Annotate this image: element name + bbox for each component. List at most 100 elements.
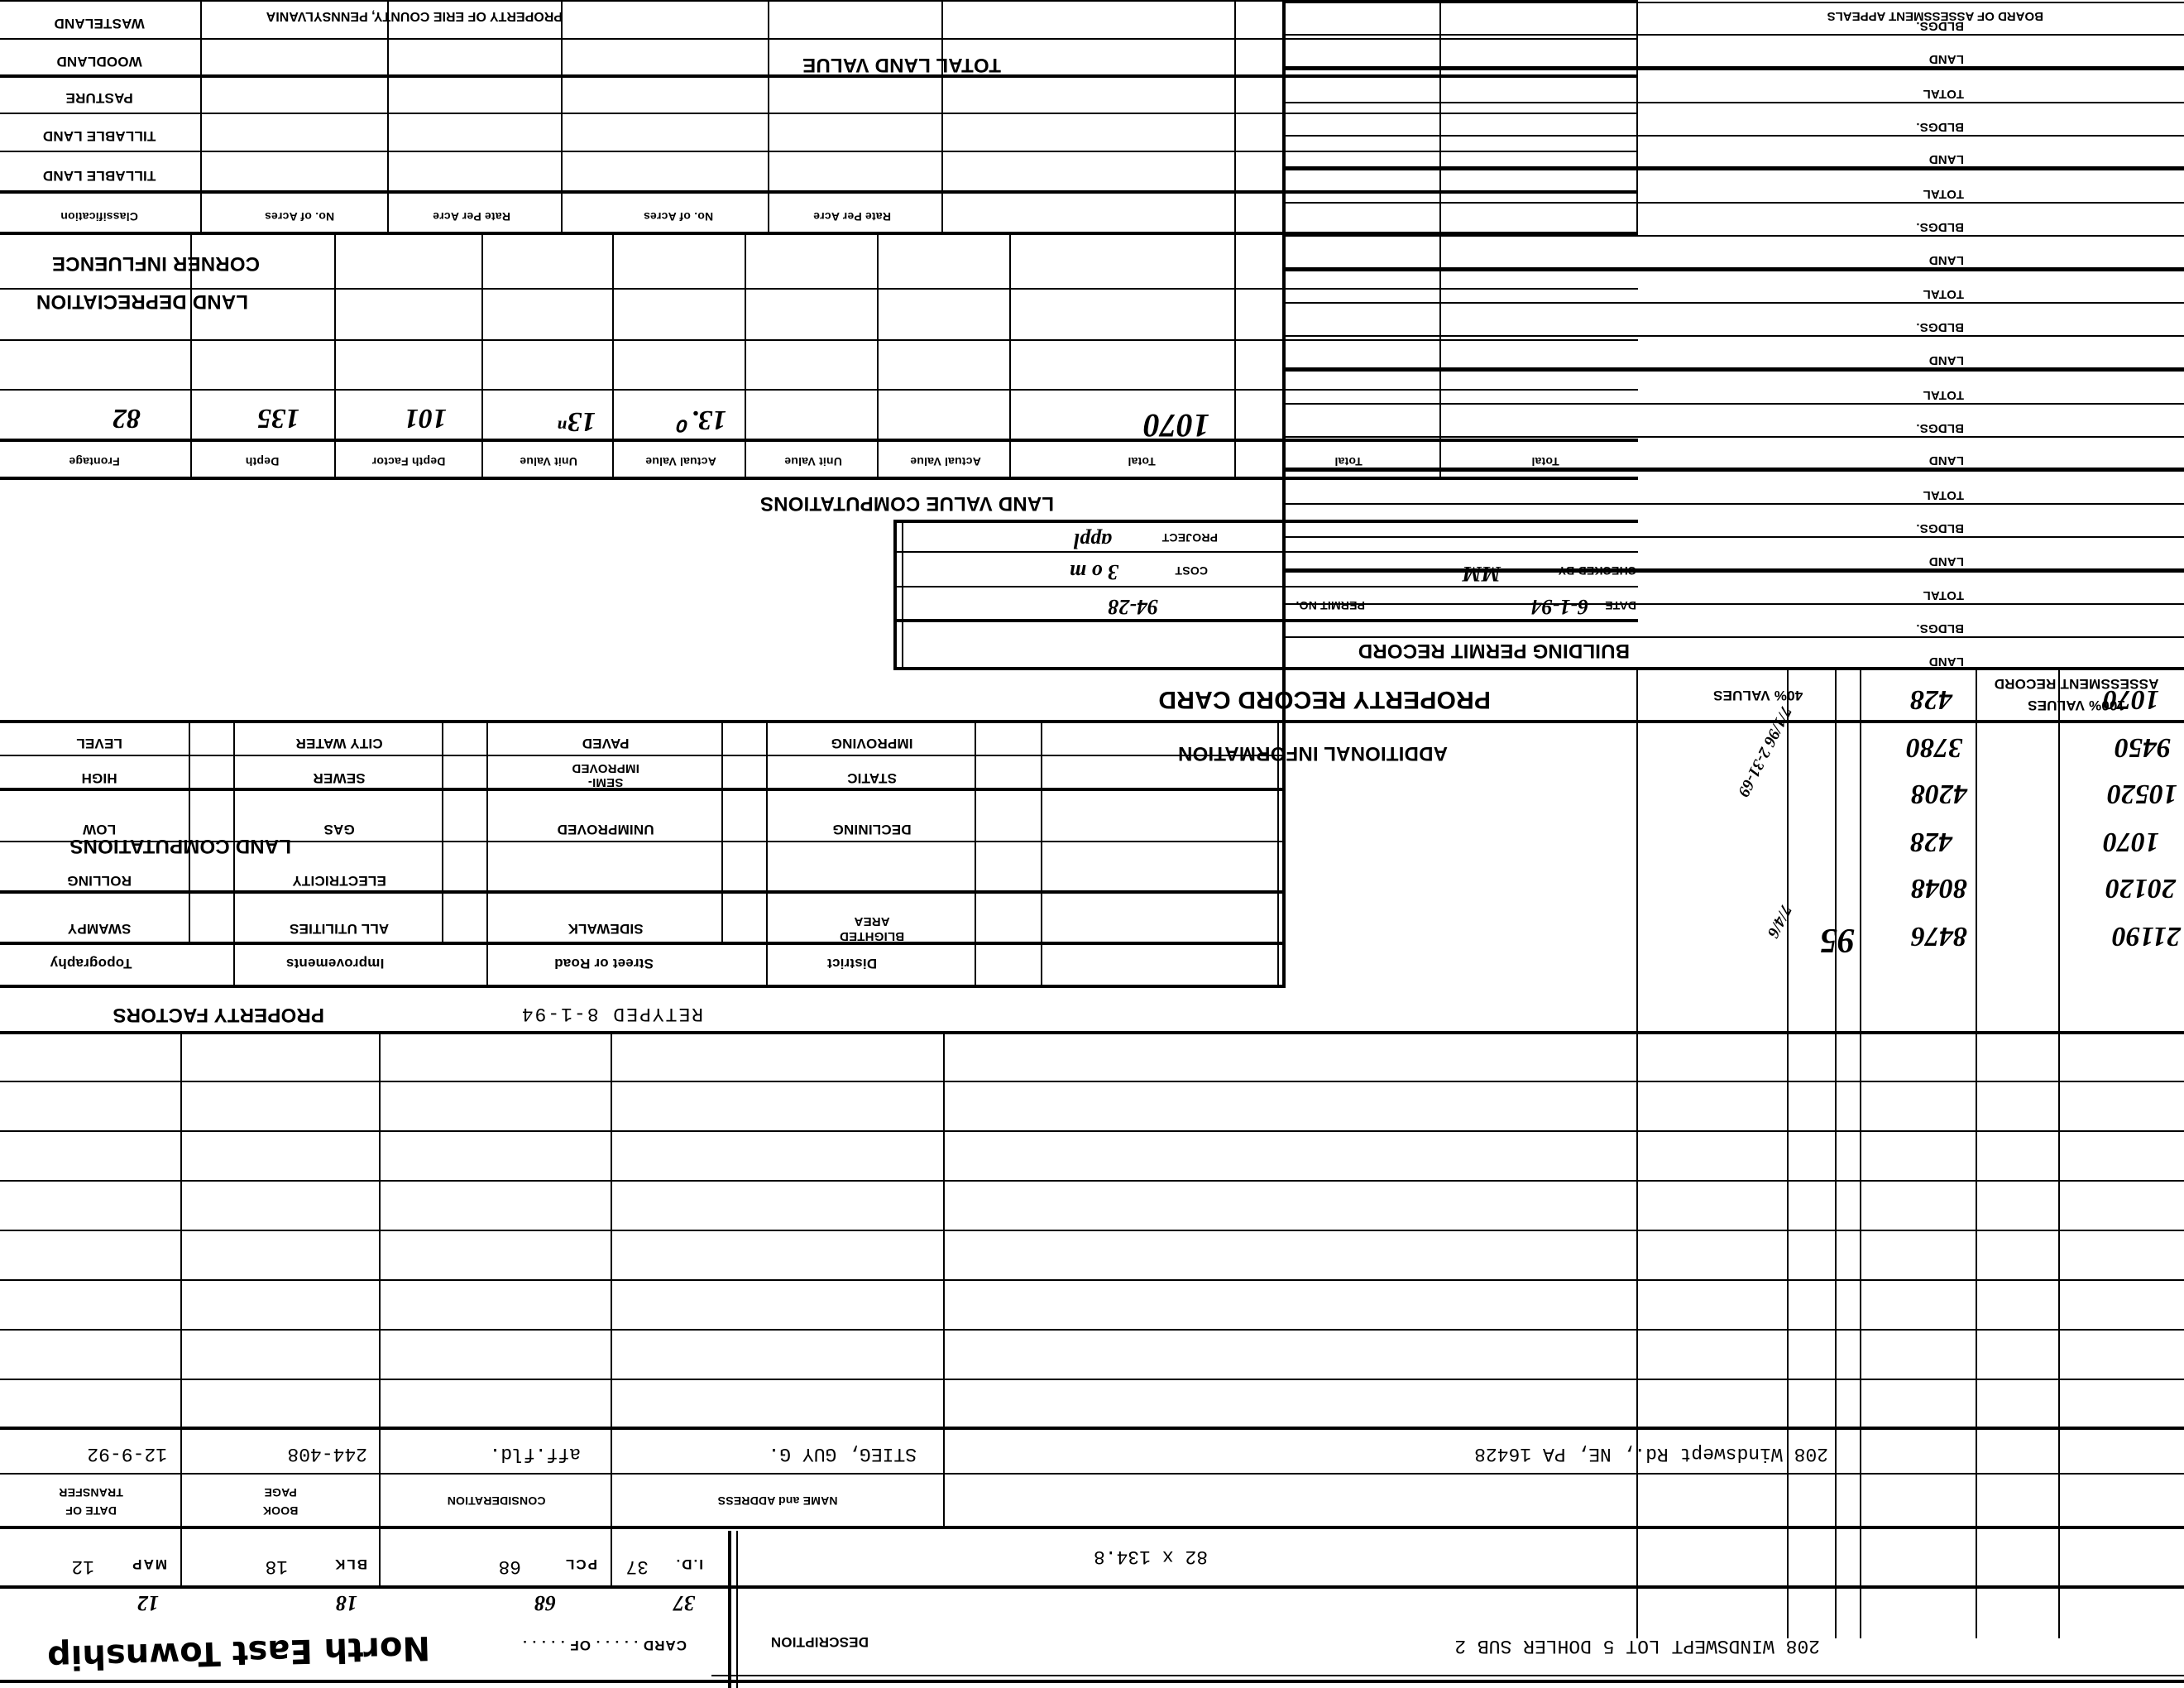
land-computations-title: LAND COMPUTATIONS (69, 835, 291, 857)
blk-label: BLK (333, 1556, 367, 1572)
ladder-label: TOTAL (1923, 488, 1964, 503)
factor-paved: PAVED (582, 736, 630, 751)
permit-project-value: appl (1073, 529, 1112, 553)
pcl-handwritten: 68 (534, 1591, 556, 1615)
rate-header-1: Rate Per Acre (433, 210, 510, 223)
assess-bldgs-100-1: 9450 (2115, 732, 2171, 763)
factor-rolling: ROLLING (67, 873, 132, 889)
assess-total-100-2: 21190 (2111, 921, 2181, 952)
acres-header-1: No. of Acres (264, 210, 335, 223)
factor-high: HIGH (81, 770, 117, 786)
lvc-col-total-3: Total (1531, 455, 1559, 468)
transfer-row-consideration: aff.fld. (489, 1443, 581, 1465)
permit-cost-label: COST (1175, 564, 1208, 578)
permit-date-value: 6-1-94 (1530, 595, 1588, 619)
permit-date-label: DATE (1605, 599, 1636, 612)
lvc-unit-value-1: 13ⁿ (558, 406, 596, 437)
transfer-date-header-line1: DATE OF (65, 1504, 117, 1518)
ladder-label: BLDGS. (1916, 220, 1964, 234)
card-of-label: CARD . . . . . OF . . . . . (522, 1638, 687, 1653)
factor-level: LEVEL (76, 736, 122, 751)
factor-city-water: CITY WATER (295, 736, 383, 751)
permit-no-value: 94-28 (1108, 595, 1158, 619)
land-value-computations-title: LAND VALUE COMPUTATIONS (759, 492, 1054, 515)
ladder-label: BLDGS. (1916, 320, 1964, 335)
ladder-label: TOTAL (1923, 588, 1964, 603)
factor-declining: DECLINING (832, 822, 912, 837)
retyped-stamp: RETYPED 8-1-94 (520, 1003, 703, 1024)
lvc-col-frontage: Frontage (69, 455, 120, 468)
lvc-col-depth-factor: Depth Factor (371, 455, 446, 468)
map-value: 12 (71, 1556, 94, 1577)
ladder-label: LAND (1928, 252, 1964, 267)
ladder-label: BLDGS. (1916, 119, 1964, 134)
permit-checked-by-label: CHECKED BY (1558, 564, 1636, 578)
class-wasteland: WASTELAND (54, 16, 145, 31)
ladder-label: TOTAL (1923, 187, 1964, 202)
transfer-row-book-page: 244-408 (287, 1443, 367, 1465)
blk-value: 18 (265, 1556, 288, 1577)
corner-influence-title: CORNER INFLUENCE (51, 252, 260, 275)
transfer-row-name: STIEG, GUY G. (768, 1443, 917, 1465)
ladder-label: TOTAL (1923, 387, 1964, 402)
factor-sidewalk: SIDEWALK (568, 921, 644, 937)
permit-no-label: PERMIT NO. (1296, 599, 1365, 612)
assess-land-100-2: 1070 (2103, 827, 2159, 857)
id-label: I.D. (674, 1556, 703, 1572)
lvc-actual-value-1: 13.⁰ (679, 405, 726, 435)
lvc-col-depth: Depth (245, 455, 280, 468)
ladder-label: LAND (1928, 353, 1964, 368)
map-label: MAP (131, 1556, 167, 1572)
acres-header-2: No. of Acres (643, 210, 714, 223)
agency-erie-county: PROPERTY OF ERIE COUNTY, PENNSYLVANIA (266, 9, 563, 23)
consideration-header: CONSIDERATION (447, 1494, 546, 1508)
lvc-col-unit-value-2: Unit Value (784, 455, 842, 468)
class-tillable-land-1: TILLABLE LAND (42, 168, 156, 184)
assess-total-40-1: 4208 (1911, 779, 1967, 809)
permit-checked-by-value: MM (1462, 562, 1501, 586)
lvc-col-actual-value-1: Actual Value (645, 455, 716, 468)
property-factors-title: PROPERTY FACTORS (113, 1004, 324, 1026)
land-depreciation-title: LAND DEPRECIATION (36, 290, 248, 313)
pcl-label: PCL (564, 1556, 597, 1572)
factor-unimproved: UNIMPROVED (557, 822, 654, 837)
lvc-col-unit-value-1: Unit Value (520, 455, 577, 468)
class-pasture: PASTURE (65, 90, 133, 106)
assess-land-40-2: 428 (1910, 827, 1952, 857)
permit-project-label: PROJECT (1161, 531, 1218, 544)
assess-total-40-2: 8476 (1911, 921, 1967, 952)
permit-cost-value: 3 o m (1069, 560, 1118, 584)
ladder-label: LAND (1928, 655, 1964, 669)
township-name: North East Township (46, 1628, 431, 1677)
factor-improving: IMPROVING (831, 736, 913, 751)
id-value: 37 (625, 1556, 649, 1577)
factor-sewer: SEWER (313, 770, 366, 786)
lvc-total-value: 1070 (1143, 407, 1209, 444)
factors-col-street-or-road: Street or Road (554, 956, 654, 971)
id-handwritten: 37 (673, 1591, 695, 1615)
transfer-row-date: 12-9-92 (87, 1443, 167, 1465)
building-permit-record-title: BUILDING PERMIT RECORD (1358, 640, 1630, 662)
assess-year-mark-95: 95 (1820, 921, 1855, 959)
factors-col-district: District (826, 956, 878, 971)
factors-col-improvements: Improvements (285, 956, 385, 971)
page-header: PAGE (264, 1486, 297, 1499)
ladder-label: TOTAL (1923, 0, 1964, 1)
additional-information-title: ADDITIONAL INFORMATION (1177, 742, 1448, 765)
factor-semi-improved: SEMI- IMPROVED (572, 761, 639, 789)
ladder-label: BLDGS. (1916, 420, 1964, 435)
lvc-col-actual-value-2: Actual Value (910, 455, 981, 468)
transfer-row-address: 208 Windswept Rd., NE, PA 16428 (1474, 1443, 1828, 1465)
total-land-value-title: TOTAL LAND VALUE (802, 54, 1002, 76)
ladder-label: BLDGS. (1916, 621, 1964, 636)
transfer-date-header-line2: TRANSFER (59, 1486, 123, 1499)
factor-electricity: ELECTRICITY (292, 873, 386, 889)
ladder-label: LAND (1928, 554, 1964, 568)
factor-blighted-area: BLIGHTED AREA (839, 914, 905, 943)
assess-rotated-note-1: 7/1/96 2-31-69 (1734, 703, 1795, 800)
ladder-label: LAND (1928, 453, 1964, 468)
lvc-frontage-value: 82 (113, 403, 141, 434)
factor-swampy: SWAMPY (67, 921, 132, 937)
factor-static: STATIC (846, 770, 898, 786)
factors-col-topography: Topography (50, 956, 132, 971)
